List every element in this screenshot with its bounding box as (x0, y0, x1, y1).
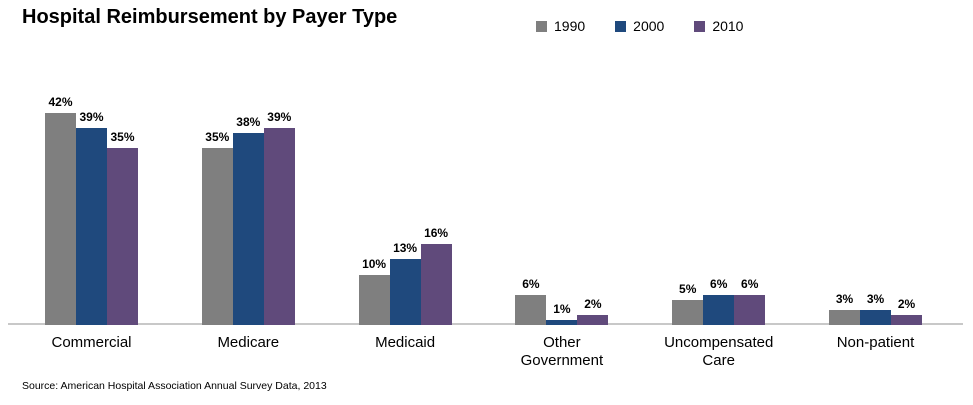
bar-column-2010-medicare: 39% (263, 110, 295, 325)
value-label-2010-medicare: 39% (267, 110, 292, 125)
bar-column-1990-commercial: 42% (45, 94, 76, 325)
plot-area: 42% 39% 35% 35% 38% 39% 10% 13% 16% 6% 1% 2% 5% 6% 6% 3… (8, 94, 963, 325)
value-label-2010-medicaid: 16% (424, 226, 449, 241)
category-label-other-government: Other Government (520, 334, 604, 369)
bar-2000-medicare (232, 133, 264, 325)
bar-1990-other-government (515, 294, 547, 325)
category-label-non-patient: Non-patient (836, 334, 915, 351)
bar-column-1990-uncompensated-care: 5% (672, 281, 704, 325)
bar-2010-medicare (263, 128, 295, 325)
value-label-2010-commercial: 35% (110, 130, 135, 145)
value-label-2000-medicaid: 13% (393, 241, 418, 256)
bar-column-1990-non-patient: 3% (829, 291, 860, 325)
category-label-medicaid: Medicaid (375, 334, 436, 351)
value-label-2010-other-government: 2% (584, 296, 602, 311)
bar-column-2000-other-government: 1% (546, 301, 578, 325)
legend-item-1990: 1990 (536, 18, 585, 34)
bar-column-1990-other-government: 6% (515, 276, 547, 325)
legend: 1990 2000 2010 (536, 18, 743, 34)
legend-label-1990: 1990 (554, 18, 586, 34)
category-label-medicare: Medicare (217, 334, 280, 351)
value-label-2000-non-patient: 3% (866, 291, 885, 306)
bar-1990-commercial (45, 112, 76, 325)
bar-column-2010-other-government: 2% (577, 296, 609, 325)
bar-2000-commercial (76, 128, 107, 325)
bar-group-medicare: 35% 38% 39% (201, 110, 295, 325)
bar-2010-medicaid (420, 244, 452, 325)
value-label-1990-non-patient: 3% (835, 291, 854, 306)
bar-2000-uncompensated-care (703, 294, 735, 325)
legend-label-2000: 2000 (633, 18, 665, 34)
bar-column-2010-uncompensated-care: 6% (734, 276, 766, 325)
bar-column-2000-non-patient: 3% (860, 291, 891, 325)
value-label-1990-medicaid: 10% (362, 256, 387, 271)
bar-column-2000-medicare: 38% (232, 115, 264, 325)
bar-2000-medicaid (389, 259, 421, 325)
value-label-1990-uncompensated-care: 5% (679, 281, 697, 296)
bar-2010-uncompensated-care (734, 294, 766, 325)
bar-2000-non-patient (860, 309, 891, 325)
value-label-1990-medicare: 35% (205, 130, 230, 145)
value-label-2000-commercial: 39% (79, 110, 104, 125)
legend-item-2000: 2000 (615, 18, 664, 34)
bar-group-commercial: 42% 39% 35% (45, 94, 138, 325)
bar-1990-uncompensated-care (672, 299, 704, 325)
bar-1990-medicaid (358, 274, 390, 325)
category-label-uncompensated-care: Uncompensated Care (664, 334, 774, 369)
value-label-2000-medicare: 38% (236, 115, 261, 130)
value-label-2010-uncompensated-care: 6% (741, 276, 759, 291)
category-label-commercial: Commercial (51, 334, 132, 351)
legend-swatch-2000-icon (615, 20, 627, 32)
value-label-1990-commercial: 42% (48, 94, 73, 109)
bar-group-non-patient: 3% 3% 2% (829, 291, 922, 325)
x-axis-line (8, 323, 963, 325)
bar-1990-medicare (201, 148, 233, 325)
bar-2010-non-patient (891, 314, 922, 325)
value-label-2000-other-government: 1% (553, 301, 571, 316)
bar-column-1990-medicaid: 10% (358, 256, 390, 325)
legend-swatch-2010-icon (694, 20, 706, 32)
bar-column-2000-commercial: 39% (76, 111, 107, 325)
bar-column-2000-medicaid: 13% (389, 241, 421, 325)
bar-column-1990-medicare: 35% (201, 130, 233, 325)
chart-title: Hospital Reimbursement by Payer Type (22, 6, 398, 28)
value-label-2010-non-patient: 2% (897, 296, 916, 311)
bar-group-uncompensated-care: 5% 6% 6% (672, 276, 766, 325)
bar-2010-other-government (577, 314, 609, 325)
bar-column-2010-commercial: 35% (107, 131, 138, 325)
bar-column-2010-non-patient: 2% (891, 296, 922, 325)
legend-swatch-1990-icon (536, 20, 547, 32)
legend-label-2010: 2010 (712, 18, 744, 34)
bar-group-other-government: 6% 1% 2% (515, 276, 609, 325)
bar-column-2010-medicaid: 16% (420, 226, 452, 325)
bar-group-medicaid: 10% 13% 16% (358, 226, 452, 325)
bar-2010-commercial (107, 148, 138, 325)
value-label-1990-other-government: 6% (522, 276, 540, 291)
bar-2000-other-government (546, 319, 578, 325)
source-note: Source: American Hospital Association An… (22, 380, 327, 392)
legend-item-2010: 2010 (694, 18, 743, 34)
value-label-2000-uncompensated-care: 6% (710, 276, 728, 291)
bar-column-2000-uncompensated-care: 6% (703, 276, 735, 325)
bar-1990-non-patient (829, 309, 860, 325)
